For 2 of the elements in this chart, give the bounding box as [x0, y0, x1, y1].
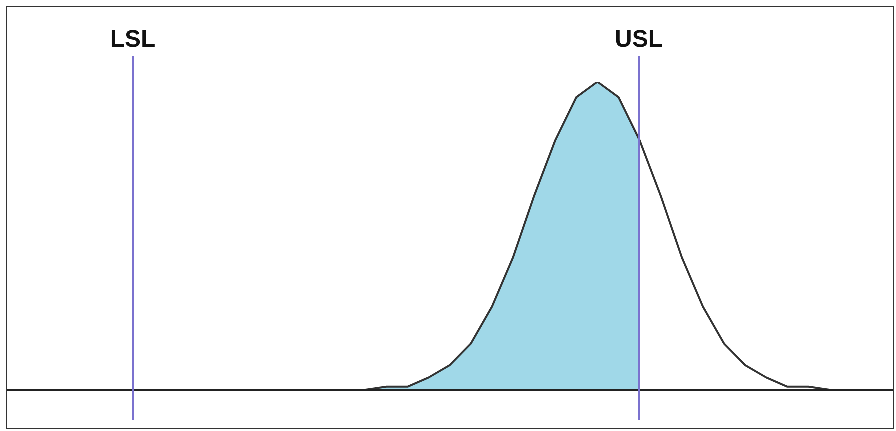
- text: LSL: [110, 26, 156, 53]
- text: USL: [615, 26, 663, 53]
